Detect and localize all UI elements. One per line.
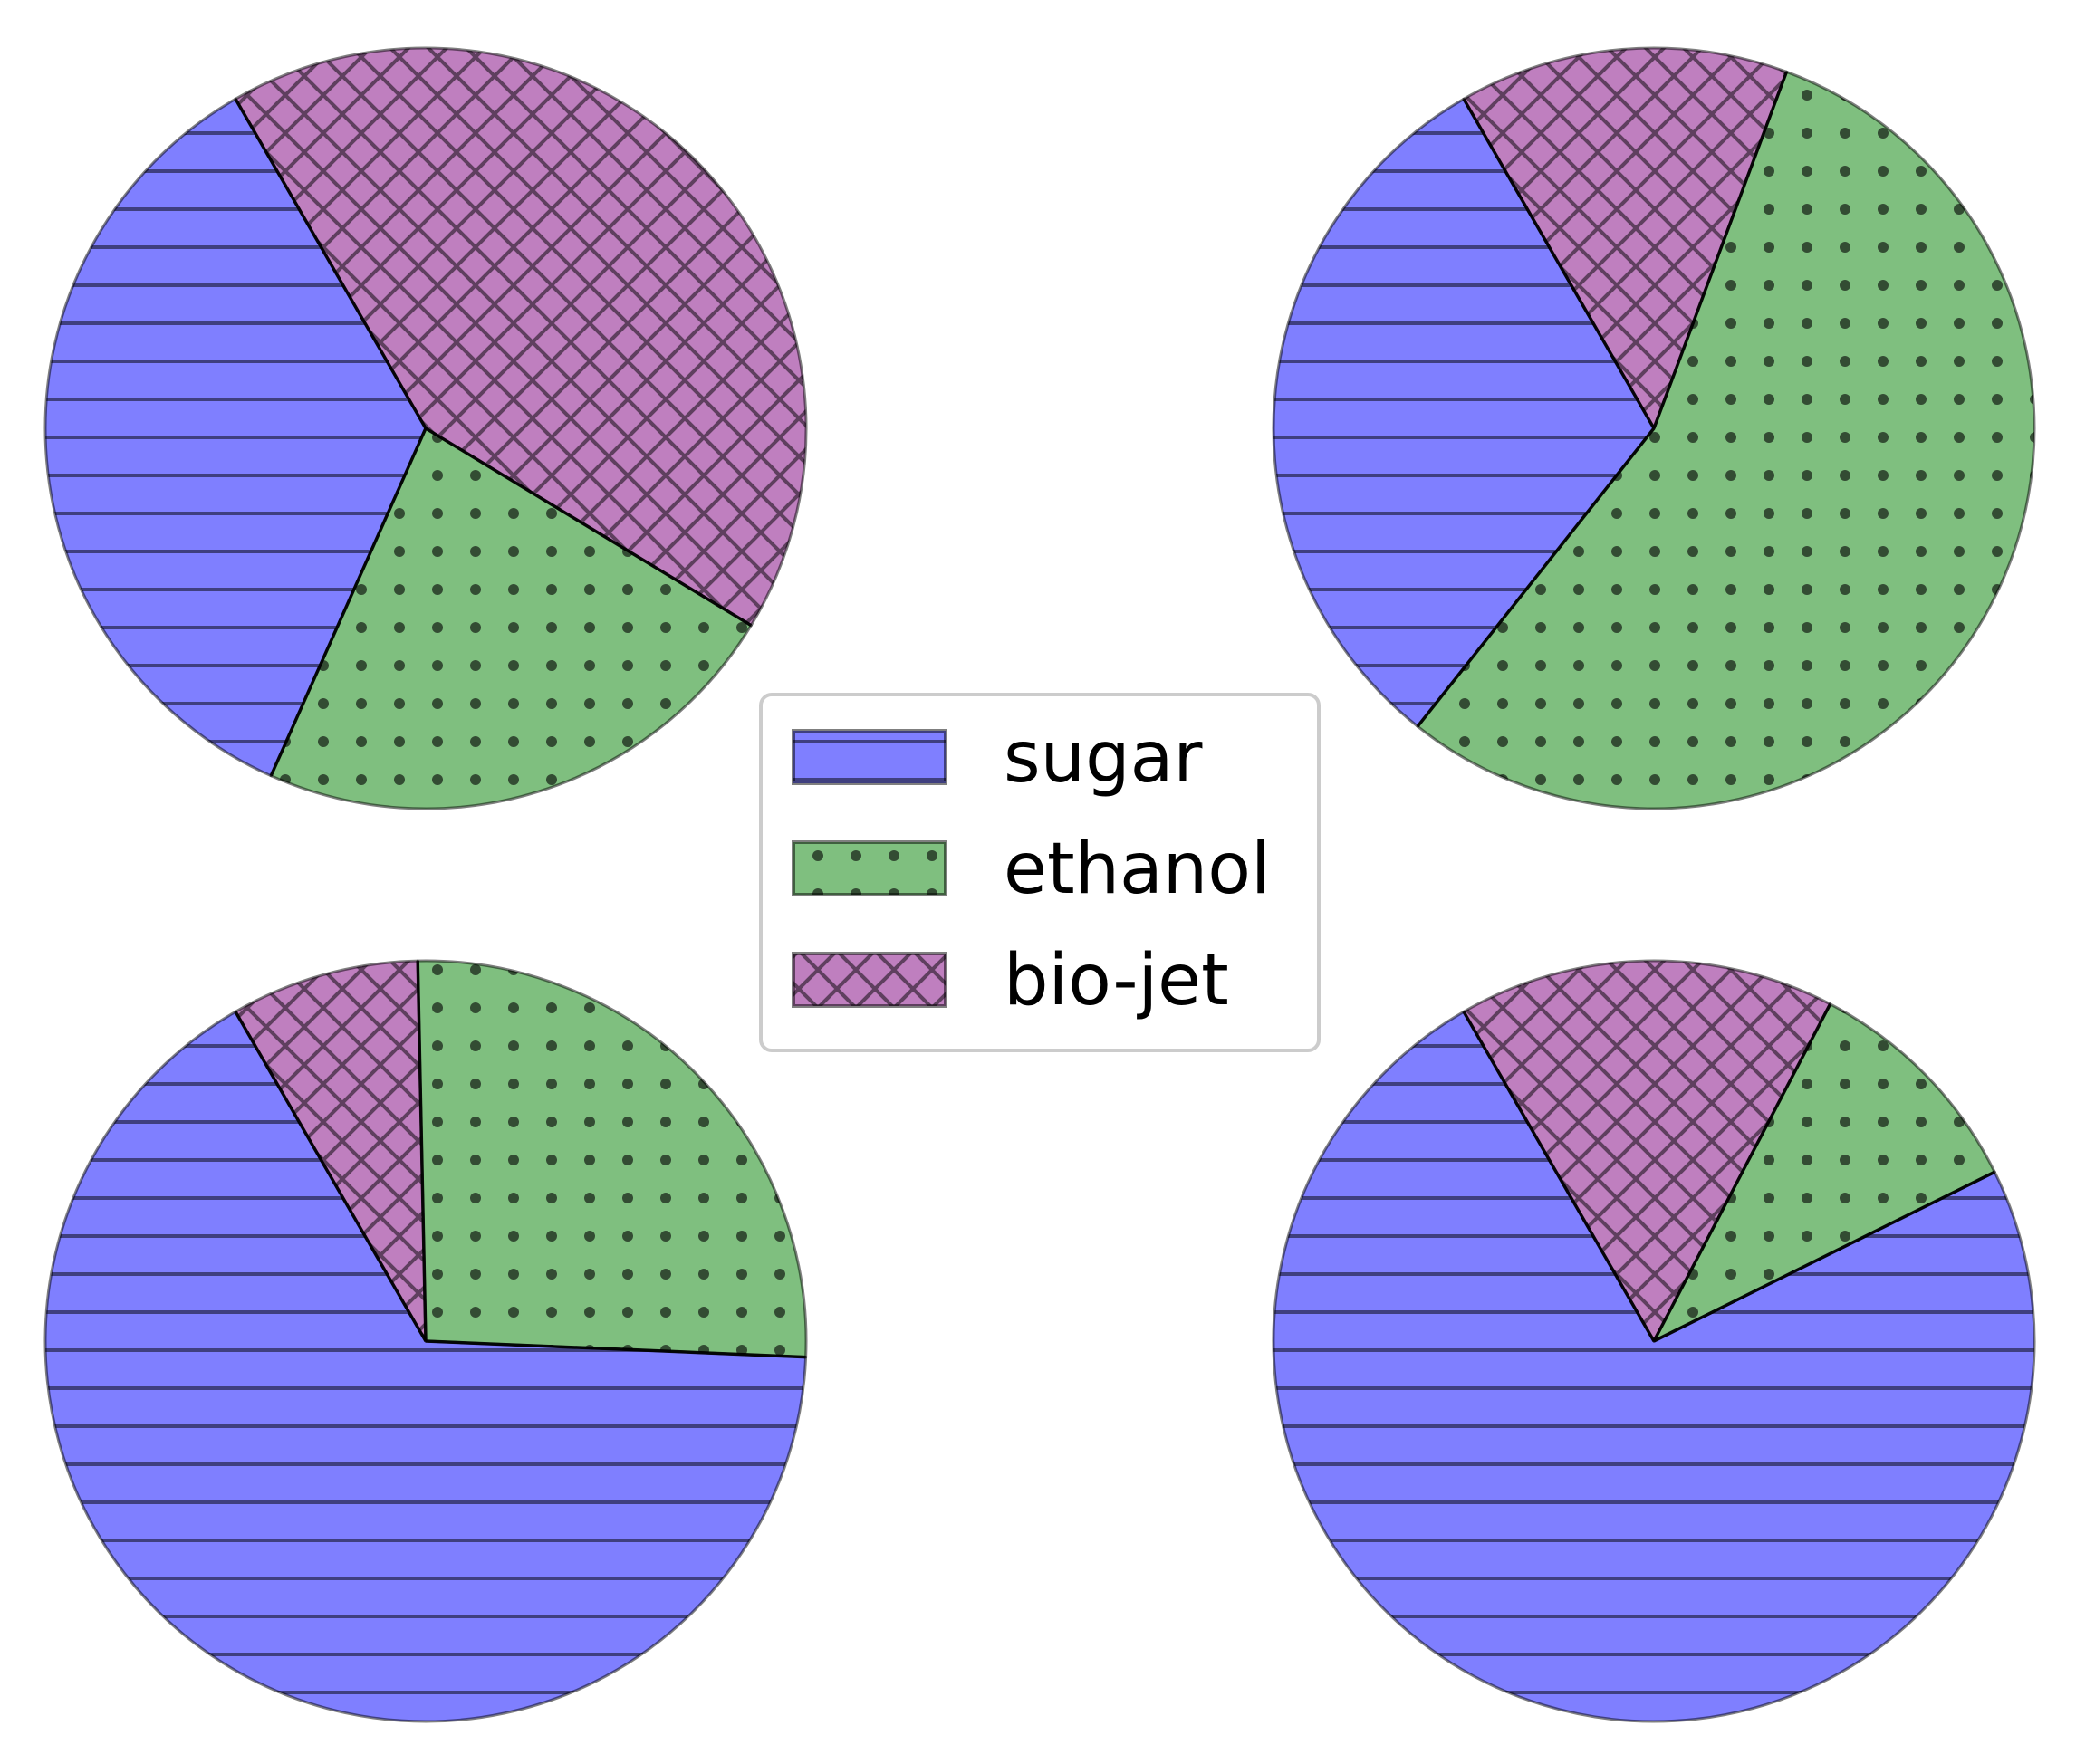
legend-swatch-sugar-hatch	[793, 731, 946, 783]
pie-slice-outline-bio-jet	[1462, 46, 1788, 430]
legend-entry-sugar: sugar	[792, 717, 1203, 799]
pie-wedge-edge	[1416, 427, 1656, 728]
pie-slice-outline-bio-jet	[234, 959, 428, 1343]
pie-wedge-edge	[1462, 1011, 1656, 1342]
pie-wedge-edge	[425, 1339, 806, 1359]
pie-slice-outline-sugar	[43, 97, 428, 778]
pie-slice-outline-sugar	[1272, 97, 1656, 728]
pie-slice-outline-ethanol	[416, 959, 808, 1359]
pie-slice-hatch-ethanol	[271, 428, 752, 809]
pie-slice-hatch-bio-jet	[235, 48, 806, 626]
legend-swatch-bio-jet-hatch	[793, 954, 946, 1006]
pie-slice-hatch-bio-jet	[1464, 47, 1787, 429]
pie-top-left	[43, 46, 808, 810]
pie-wedge-edge	[1653, 1170, 1995, 1343]
pie-wedge-edge	[416, 961, 428, 1342]
pie-slice-outline-sugar	[1272, 1010, 2036, 1723]
pie-slice-outline-bio-jet	[234, 46, 808, 628]
legend-label-ethanol: ethanol	[1004, 829, 1271, 910]
pie-slice-outline-sugar	[43, 1010, 808, 1723]
pie-slice-outline-ethanol	[269, 427, 753, 810]
legend-entry-ethanol: ethanol	[792, 829, 1271, 910]
legend-label-sugar: sugar	[1004, 717, 1203, 799]
pie-slice-hatch-bio-jet	[235, 961, 426, 1341]
pie-slice-hatch-sugar	[44, 1011, 806, 1722]
pie-bottom-left	[43, 959, 808, 1723]
pie-slice-outline-bio-jet	[1462, 959, 1832, 1343]
pie-wedge-edge	[234, 98, 428, 429]
pie-wedge-edge	[1652, 71, 1789, 429]
legend-label-bio-jet: bio-jet	[1004, 940, 1229, 1021]
pie-slice-hatch-sugar	[44, 99, 426, 776]
pie-top-right	[1272, 46, 2036, 810]
pie-wedge-edge	[1652, 1002, 1832, 1342]
chart-legend: sugar ethanol bio-jet	[759, 693, 1321, 1052]
legend-entry-bio-jet: bio-jet	[792, 940, 1229, 1021]
pie-slice-hatch-ethanol	[418, 960, 806, 1357]
pie-slice-hatch-sugar	[1273, 1011, 2035, 1721]
pie-charts	[43, 46, 2036, 1723]
pie-wedge-edge	[425, 427, 753, 628]
pie-slice-outline-ethanol	[1416, 70, 2036, 810]
pie-slice-outline-ethanol	[1652, 1002, 1996, 1343]
pie-slice-hatch-sugar	[1273, 99, 1654, 727]
pie-wedge-edge	[234, 1011, 428, 1342]
pie-slice-hatch-bio-jet	[1464, 960, 1831, 1341]
pie-slice-hatch-ethanol	[1654, 1003, 1995, 1341]
pie-wedge-edge	[269, 427, 428, 777]
pie-wedge-edge	[1462, 98, 1656, 429]
legend-swatch-ethanol-hatch	[793, 842, 946, 895]
pie-slice-hatch-ethanol	[1418, 72, 2035, 809]
pie-bottom-right	[1272, 959, 2036, 1723]
